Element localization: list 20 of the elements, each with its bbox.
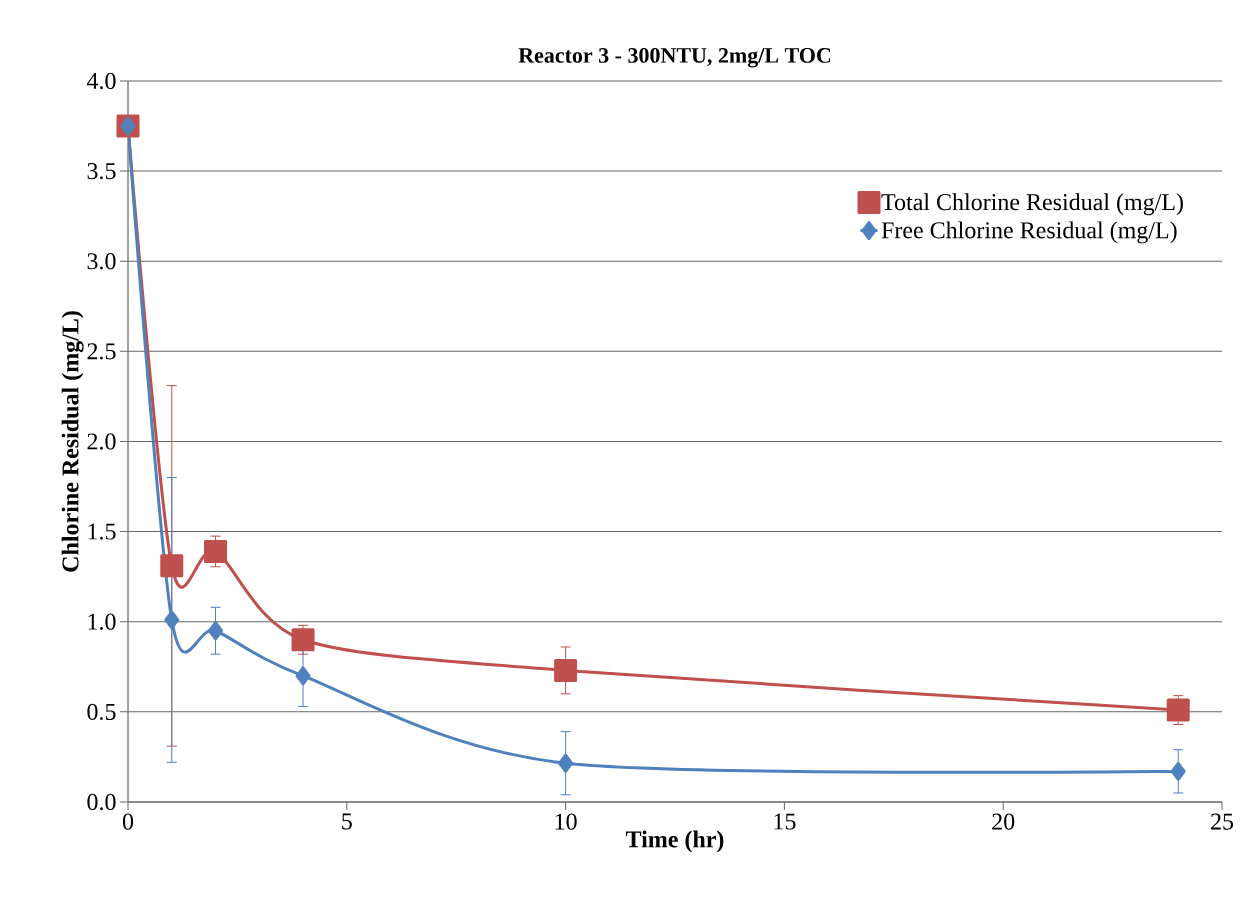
legend-label: Free Chlorine Residual (mg/L) [881, 221, 1177, 244]
chart-title: Reactor 3 - 300NTU, 2mg/L TOC [518, 47, 831, 68]
x-tick-label: 20 [992, 813, 1015, 830]
y-tick-label: 4.0 [86, 72, 116, 90]
x-tick-label: 15 [774, 813, 796, 830]
y-tick-label: 0.5 [87, 703, 116, 721]
y-tick-label: 0.0 [87, 793, 116, 811]
x-tick-label: 5 [342, 813, 352, 830]
y-axis-title: Chlorine Residual (mg/L) [61, 311, 84, 572]
x-tick-label: 10 [555, 813, 577, 830]
y-tick-label: 3.0 [87, 253, 116, 270]
y-tick-label: 3.5 [87, 163, 116, 180]
x-tick-label: 25 [1211, 813, 1234, 830]
x-tick-label: 0 [122, 813, 134, 830]
y-tick-label: 1.5 [88, 523, 116, 540]
y-tick-label: 2.0 [87, 433, 116, 450]
y-tick-label: 1.0 [88, 613, 116, 630]
y-tick-label: 2.5 [87, 343, 116, 360]
x-axis-title: Time (hr) [625, 830, 724, 853]
legend-label: Total Chlorine Residual (mg/L) [881, 193, 1183, 216]
